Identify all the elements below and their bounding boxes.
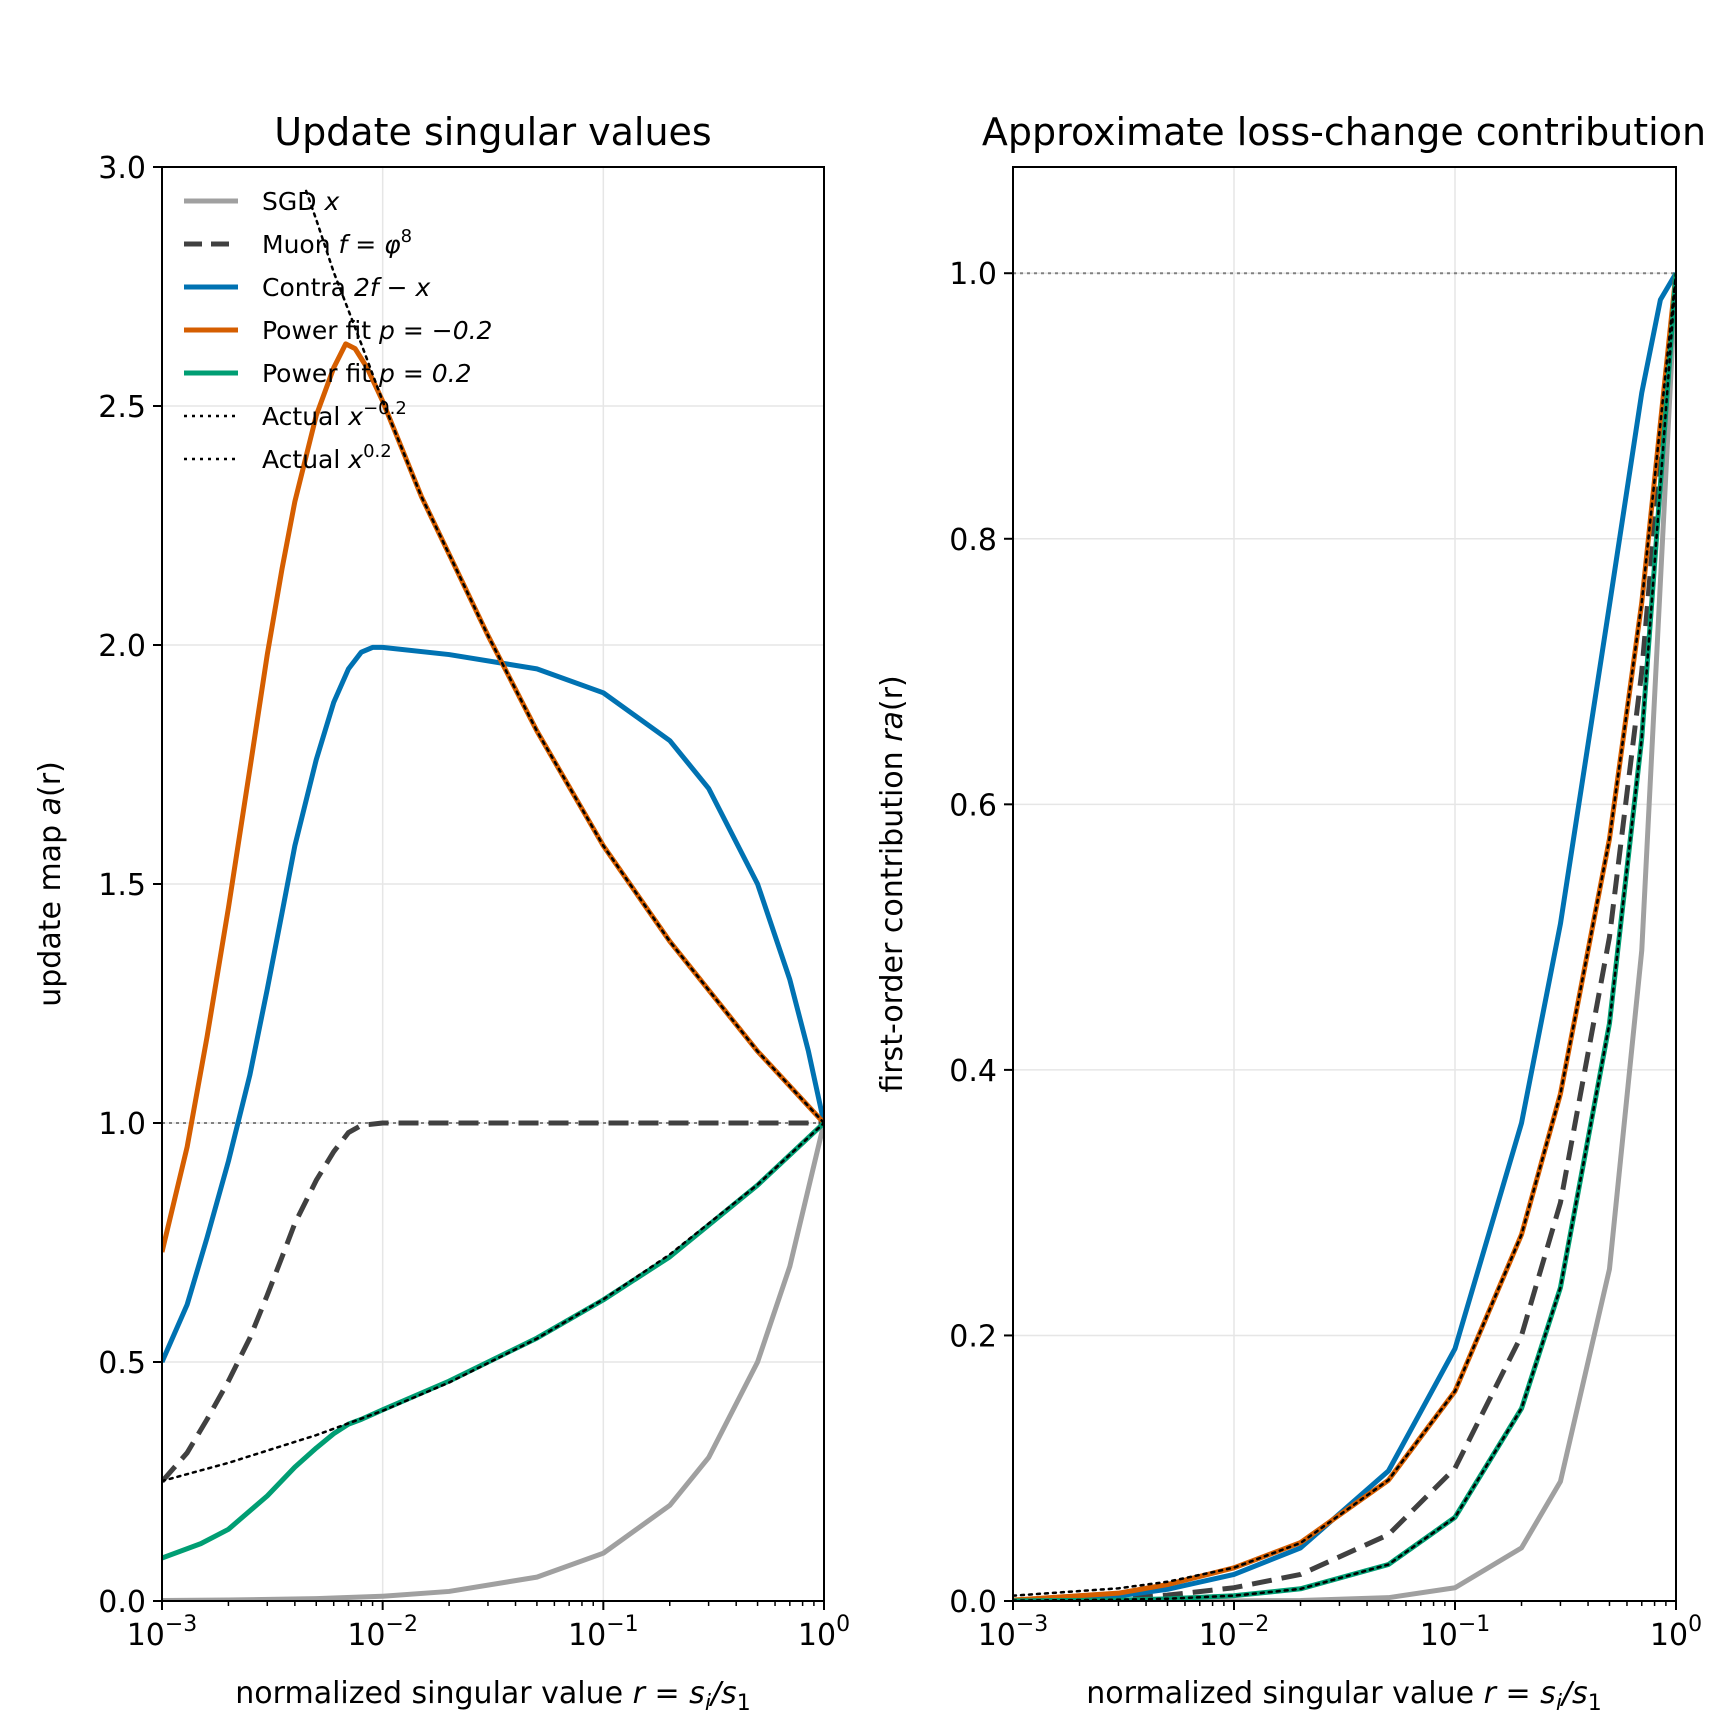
series-line-right-1 bbox=[1013, 273, 1676, 1601]
y-axis-label-right-tail: (r) bbox=[875, 675, 910, 711]
x-tick-label-left-0: 10−3 bbox=[127, 1612, 198, 1653]
x-axis-label-right-text: normalized singular value bbox=[1086, 1676, 1483, 1711]
ticks-left: 10−3 10−2 10−1 100 0.0 0.5 1.0 1.5 2.0 2.5 3.0 bbox=[98, 151, 850, 1653]
legend-label-6: Actual x0.2 bbox=[262, 441, 392, 474]
y-tick-label-right-0: 0.0 bbox=[949, 1585, 997, 1620]
x-axis-label-right-sub1: i bbox=[1556, 1691, 1562, 1716]
x-axis-label-right-sub2: 1 bbox=[1588, 1691, 1602, 1716]
legend-label-2: Contra 2f − x bbox=[262, 273, 431, 302]
series-line-left-2 bbox=[162, 644, 824, 1364]
plot-frame-right bbox=[1012, 166, 1677, 1602]
y-axis-label-left-math: a bbox=[33, 797, 68, 815]
series-line-left-3 bbox=[162, 341, 824, 1253]
x-axis-label-right: normalized singular value r = si/s1 bbox=[1086, 1676, 1601, 1716]
y-tick-label-left-3: 1.5 bbox=[98, 868, 146, 903]
series-line-right-2 bbox=[1013, 271, 1676, 1601]
legend-label-4: Power fit p = 0.2 bbox=[262, 359, 472, 388]
series-line-right-6 bbox=[1013, 271, 1676, 1601]
x-axis-label-left-text: normalized singular value bbox=[235, 1676, 632, 1711]
series-line-left-6 bbox=[162, 1121, 824, 1483]
legend: SGD x Muon f = φ8 Contra 2f − x Power fit p… bbox=[184, 187, 492, 474]
x-axis-label-right-math: r = s bbox=[1484, 1676, 1556, 1711]
x-tick-label-left-1: 10−2 bbox=[347, 1612, 418, 1653]
y-axis-label-right-text: first-order contribution bbox=[875, 742, 910, 1093]
x-tick-label-left-2: 10−1 bbox=[568, 1612, 639, 1653]
series-line-right-5 bbox=[1013, 271, 1676, 1597]
x-tick-label-right-3: 100 bbox=[1650, 1612, 1702, 1653]
series-line-right-0 bbox=[1013, 273, 1676, 1601]
y-axis-label-left: update map a(r) bbox=[33, 761, 68, 1007]
series-group-right bbox=[1013, 271, 1676, 1601]
y-tick-label-left-4: 2.0 bbox=[98, 629, 146, 664]
x-axis-label-left-sub1: i bbox=[705, 1691, 711, 1716]
y-tick-label-right-3: 0.6 bbox=[949, 788, 997, 823]
y-tick-label-left-0: 0.0 bbox=[98, 1585, 146, 1620]
y-axis-label-right: first-order contribution ra(r) bbox=[875, 675, 910, 1092]
x-tick-label-right-2: 10−1 bbox=[1420, 1612, 1491, 1653]
series-line-left-5 bbox=[304, 189, 824, 1125]
ticks-right: 10−3 10−2 10−1 100 0.0 0.2 0.4 0.6 0.8 1.0 bbox=[949, 257, 1702, 1653]
x-tick-label-right-0: 10−3 bbox=[978, 1612, 1049, 1653]
y-tick-label-left-5: 2.5 bbox=[98, 390, 146, 425]
legend-label-0: SGD x bbox=[262, 187, 339, 216]
y-tick-label-right-1: 0.2 bbox=[949, 1319, 997, 1354]
y-tick-label-right-2: 0.4 bbox=[949, 1054, 997, 1089]
x-axis-label-right-slash: /s bbox=[1559, 1676, 1588, 1711]
series-group-left bbox=[162, 189, 824, 1601]
series-line-left-1 bbox=[162, 1120, 824, 1484]
y-tick-label-left-2: 1.0 bbox=[98, 1107, 146, 1142]
y-tick-label-left-6: 3.0 bbox=[98, 151, 146, 186]
legend-label-1: Muon f = φ8 bbox=[262, 226, 412, 259]
legend-label-3: Power fit p = −0.2 bbox=[262, 316, 492, 345]
chart-loss-change-contribution: 10−3 10−2 10−1 100 0.0 0.2 0.4 0.6 0.8 1.0 Approx… bbox=[875, 110, 1706, 1716]
y-tick-label-right-5: 1.0 bbox=[949, 257, 997, 292]
x-tick-label-right-1: 10−2 bbox=[1199, 1612, 1270, 1653]
series-line-left-0 bbox=[162, 1122, 824, 1601]
x-axis-label-left-slash: /s bbox=[708, 1676, 737, 1711]
y-tick-label-right-4: 0.8 bbox=[949, 523, 997, 558]
series-line-left-4 bbox=[162, 1121, 824, 1561]
y-tick-label-left-1: 0.5 bbox=[98, 1346, 146, 1381]
legend-label-5: Actual x−0.2 bbox=[262, 398, 407, 431]
x-axis-label-left-math: r = s bbox=[633, 1676, 705, 1711]
x-tick-label-left-3: 100 bbox=[798, 1612, 850, 1653]
y-axis-label-left-text: update map bbox=[33, 815, 68, 1006]
chart-update-singular-values: 10−3 10−2 10−1 100 0.0 0.5 1.0 1.5 2.0 2.5 3.0 Upd… bbox=[33, 110, 850, 1716]
y-axis-label-left-tail: (r) bbox=[33, 761, 68, 797]
chart-title-right: Approximate loss-change contribution bbox=[982, 110, 1706, 154]
y-axis-label-right-math: ra bbox=[875, 711, 910, 742]
chart-title-left: Update singular values bbox=[274, 110, 711, 154]
x-axis-label-left-sub2: 1 bbox=[737, 1691, 751, 1716]
grid-right bbox=[1012, 167, 1677, 1602]
x-axis-label-left: normalized singular value r = si/s1 bbox=[235, 1676, 750, 1716]
